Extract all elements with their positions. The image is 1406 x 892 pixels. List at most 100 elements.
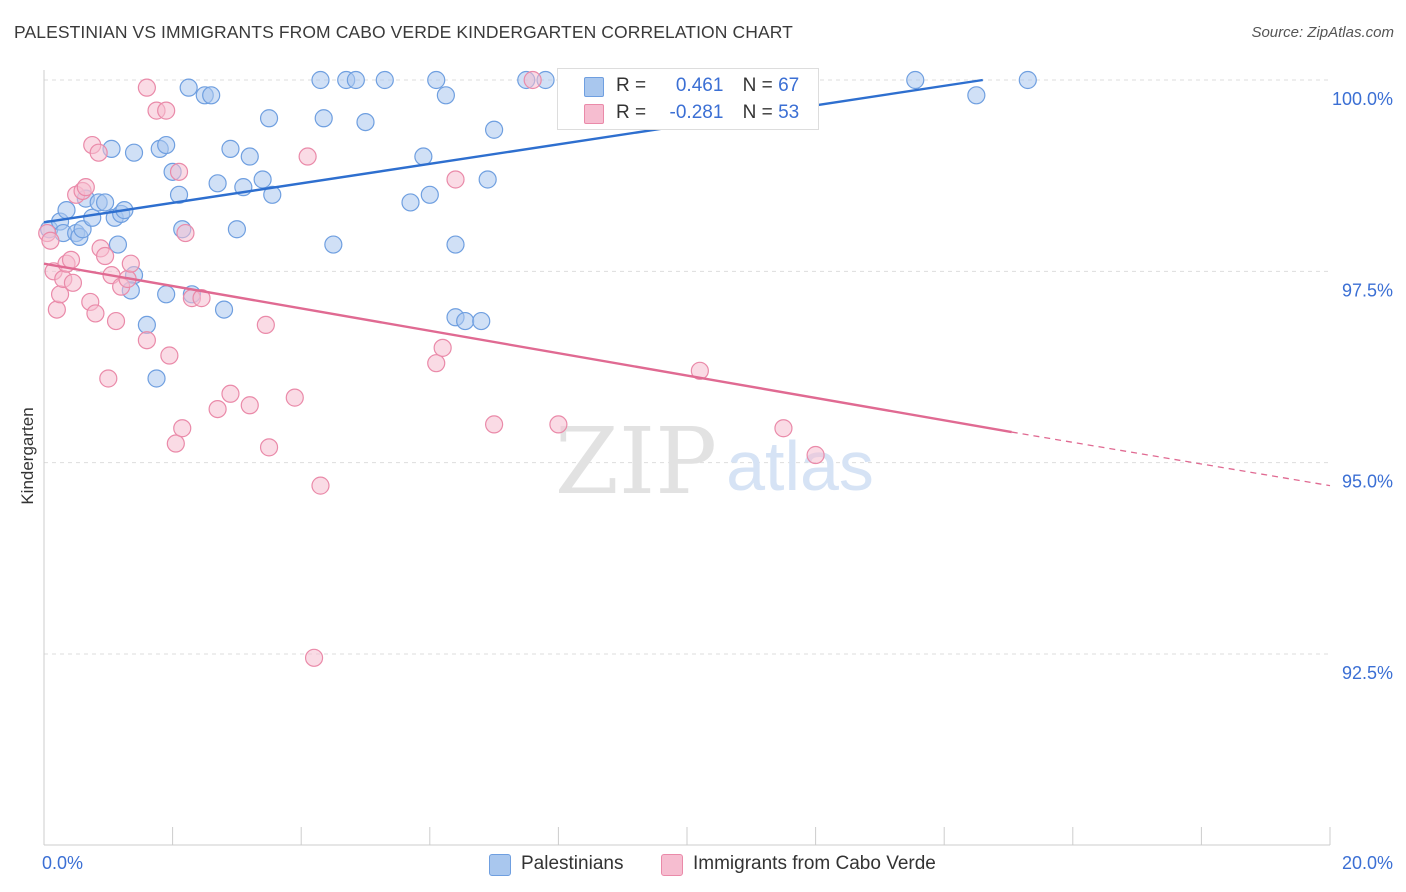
data-point <box>157 135 176 155</box>
data-point <box>106 311 126 331</box>
data-point <box>47 300 66 319</box>
data-point <box>906 70 925 90</box>
data-point <box>214 300 234 319</box>
data-point <box>240 396 259 415</box>
data-point <box>63 273 83 292</box>
n-label: N = <box>742 75 773 96</box>
data-point <box>356 112 375 132</box>
x-tick-label: 0.0% <box>42 853 83 873</box>
data-point <box>83 208 102 227</box>
data-point <box>375 70 394 90</box>
data-point <box>485 120 504 139</box>
data-point <box>259 109 279 128</box>
data-point <box>304 648 324 667</box>
data-point <box>61 250 81 269</box>
data-point <box>427 70 446 90</box>
y-tick-label: 95.0% <box>1342 472 1393 492</box>
data-point <box>147 369 166 388</box>
data-point <box>240 147 259 166</box>
data-point <box>478 170 497 189</box>
data-point <box>324 235 343 254</box>
grid <box>44 79 1330 655</box>
data-point <box>137 78 156 97</box>
data-point <box>41 231 60 250</box>
stats-legend: R = 0.461 N = 67 R = -0.281 N = 53 <box>557 68 819 130</box>
data-point <box>157 101 176 120</box>
data-point <box>420 185 439 204</box>
data-point <box>57 201 76 220</box>
data-point <box>298 147 317 166</box>
data-point <box>690 361 709 380</box>
data-point <box>259 438 279 457</box>
data-point <box>160 346 179 365</box>
data-point <box>436 86 455 105</box>
data-point <box>806 445 825 465</box>
data-point <box>263 185 282 204</box>
data-point <box>311 476 330 495</box>
data-point <box>208 174 227 193</box>
data-point <box>256 315 275 335</box>
data-point <box>202 86 221 105</box>
data-point <box>169 185 189 204</box>
data-point <box>176 223 195 243</box>
chart-title: PALESTINIAN VS IMMIGRANTS FROM CABO VERD… <box>14 22 793 42</box>
data-point <box>446 235 465 254</box>
r-label: R = <box>616 75 647 96</box>
data-point <box>169 162 189 181</box>
data-point <box>314 109 333 128</box>
y-tick-label: 97.5% <box>1342 280 1393 300</box>
data-point <box>124 143 144 162</box>
watermark-zip: ZIP <box>555 408 717 515</box>
swatch-palestinians <box>584 77 604 97</box>
legend-swatch-palestinians <box>489 854 511 876</box>
trend-extension <box>1011 431 1331 487</box>
y-tick-label: 92.5% <box>1342 663 1393 683</box>
data-point <box>414 147 433 166</box>
data-point <box>311 70 330 90</box>
data-point <box>456 311 475 331</box>
data-point <box>227 220 246 239</box>
series-legend: Palestinians Immigrants from Cabo Verde <box>0 850 1406 878</box>
data-point <box>137 331 156 350</box>
source-label: Source: ZipAtlas.com <box>1251 24 1394 41</box>
data-point <box>485 415 504 434</box>
data-point <box>433 338 452 357</box>
data-point <box>95 193 115 212</box>
data-point <box>173 419 192 438</box>
data-point <box>86 304 105 323</box>
data-point <box>472 311 491 331</box>
r-label: R = <box>616 102 647 123</box>
data-point <box>157 285 176 304</box>
watermark-atlas: atlas <box>726 427 874 505</box>
data-point <box>89 143 108 162</box>
y-tick-label: 100.0% <box>1332 89 1393 109</box>
data-point <box>99 369 118 388</box>
data-point <box>95 246 115 266</box>
r-value: -0.281 <box>669 102 724 123</box>
swatch-cabo-verde <box>584 104 604 124</box>
data-point <box>121 254 140 273</box>
trend-line-cabo-verde <box>43 262 1012 434</box>
n-value: 53 <box>778 102 800 123</box>
data-point <box>137 315 156 335</box>
y-axis-label: Kindergarten <box>18 407 37 505</box>
data-point <box>166 434 185 453</box>
n-label: N = <box>742 102 773 123</box>
data-point <box>192 289 211 308</box>
data-point <box>179 78 198 97</box>
data-point <box>549 415 568 434</box>
data-point <box>108 235 128 254</box>
data-point <box>401 193 420 212</box>
r-value: 0.461 <box>675 75 724 96</box>
data-point <box>76 178 95 197</box>
data-point <box>346 70 365 90</box>
data-point <box>221 384 240 403</box>
data-point <box>967 86 986 105</box>
legend-label-cabo-verde: Immigrants from Cabo Verde <box>693 853 936 874</box>
trend-line-palestinians <box>43 78 983 224</box>
data-point <box>208 399 227 419</box>
data-point <box>253 170 272 189</box>
axes <box>43 70 1331 846</box>
data-point <box>446 170 465 189</box>
